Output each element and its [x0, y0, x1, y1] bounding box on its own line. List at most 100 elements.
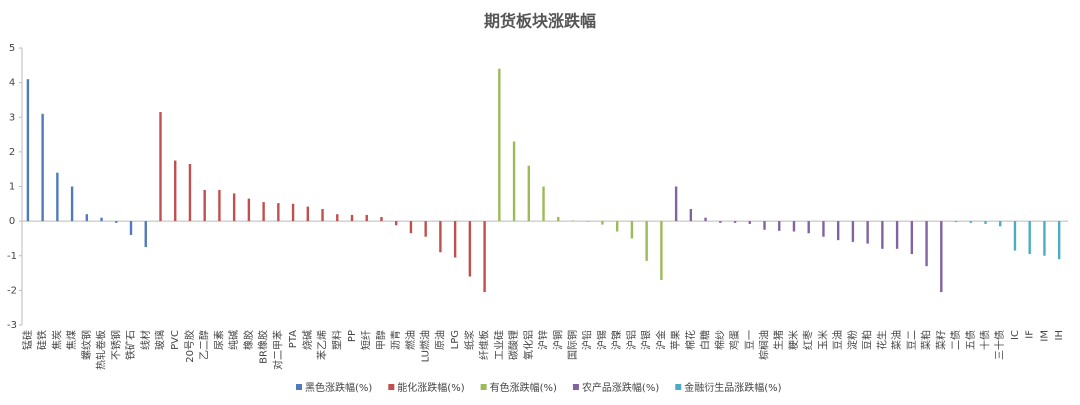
bar: [409, 221, 413, 234]
bar: [188, 163, 192, 222]
bar: [910, 221, 914, 255]
x-tick-label: 沥青: [389, 330, 402, 350]
x-tick-label: LU燃油: [419, 330, 432, 362]
bar: [807, 221, 810, 234]
bar: [601, 221, 604, 225]
bar: [395, 221, 398, 226]
bar: [940, 221, 943, 293]
chart-title: 期货板块涨跌幅: [484, 12, 596, 31]
bar: [895, 221, 899, 249]
x-tick-label: 棉花: [684, 330, 697, 350]
bar: [129, 221, 133, 235]
bar: [174, 160, 177, 222]
x-tick-label: 花生: [875, 330, 888, 350]
bar: [336, 214, 339, 222]
bar: [56, 172, 59, 222]
bar: [748, 221, 751, 224]
x-tick-label: 沪铝: [625, 330, 638, 350]
bar: [733, 221, 737, 223]
x-tick-label: PP: [347, 330, 358, 342]
bar: [954, 221, 958, 223]
x-tick-label: 甲醇: [374, 330, 387, 350]
x-tick-label: 对二甲苯: [271, 330, 284, 370]
x-tick-label: IF: [1025, 330, 1036, 339]
y-tick-label: 2: [9, 147, 15, 158]
bar: [424, 221, 427, 237]
x-tick-label: 工业硅: [492, 330, 505, 360]
x-tick-label: 纤维板: [478, 330, 491, 360]
legend-swatch: [388, 384, 395, 390]
x-tick-label: 原油: [433, 330, 446, 350]
bar: [218, 189, 221, 222]
bar: [85, 214, 89, 222]
x-tick-label: 烧碱: [301, 330, 314, 350]
bar: [645, 221, 648, 261]
x-tick-label: LPG: [450, 330, 461, 349]
bar: [999, 221, 1002, 227]
bar: [969, 221, 972, 223]
legend-label: 黑色涨跌幅(%): [305, 381, 372, 394]
bar: [277, 203, 280, 222]
bar: [822, 221, 825, 237]
bar: [615, 221, 619, 232]
x-tick-label: 氧化铝: [522, 330, 535, 360]
x-tick-label: 菜油: [890, 330, 903, 350]
bar: [100, 217, 103, 222]
x-tick-label: 沪锌: [537, 330, 550, 350]
legend-label: 农产品涨跌幅(%): [582, 381, 659, 394]
bar: [527, 165, 530, 222]
bar: [778, 221, 781, 231]
bar: [380, 216, 383, 222]
x-tick-label: 生猪: [772, 330, 785, 350]
bar: [674, 186, 678, 222]
bar: [203, 189, 206, 222]
x-tick-label: IH: [1054, 330, 1065, 340]
y-tick-label: -1: [7, 251, 17, 262]
x-tick-label: PVC: [170, 330, 181, 350]
y-tick-label: -3: [7, 320, 17, 331]
bar: [704, 217, 707, 222]
bar: [586, 221, 589, 222]
x-tick-label: 棉纱: [713, 330, 726, 350]
x-tick-label: 豆一: [744, 330, 756, 350]
x-tick-label: 苹果: [669, 330, 682, 350]
x-tick-label: 红枣: [802, 330, 815, 350]
bar: [763, 221, 766, 230]
bar: [306, 206, 310, 222]
bar: [866, 221, 869, 244]
x-tick-label: 菜粕: [920, 330, 933, 350]
bar: [41, 113, 44, 222]
bar: [144, 221, 147, 248]
x-tick-label: 纸浆: [463, 330, 476, 350]
x-tick-label: 不锈钢: [109, 330, 122, 360]
x-tick-label: 十债: [978, 330, 991, 350]
x-tick-label: 纯碱: [227, 330, 240, 350]
bar: [350, 214, 354, 222]
x-tick-label: 鸡蛋: [728, 330, 741, 350]
x-tick-label: 豆油: [831, 330, 844, 350]
bar: [453, 221, 457, 258]
bar: [571, 220, 575, 222]
bar: [689, 209, 693, 222]
x-tick-label: 玻璃: [153, 330, 166, 350]
bar: [660, 221, 663, 280]
y-tick-label: 3: [9, 112, 15, 123]
y-tick-label: 0: [9, 216, 15, 227]
x-tick-label: 沪铜: [551, 330, 564, 350]
x-tick-label: 豆二: [906, 330, 918, 350]
y-tick-label: 4: [9, 78, 15, 89]
bar: [1028, 221, 1031, 255]
x-tick-label: 碳酸锂: [507, 330, 520, 360]
bar: [321, 209, 324, 222]
x-tick-label: 螺纹钢: [80, 330, 93, 360]
x-tick-label: 二债: [949, 330, 962, 350]
bar: [483, 221, 486, 293]
x-tick-label: 五债: [964, 330, 977, 350]
x-tick-label: 沪镍: [610, 330, 623, 350]
x-tick-label: IM: [1039, 330, 1050, 342]
legend-swatch: [572, 384, 579, 390]
x-tick-label: 尿素: [212, 330, 225, 350]
x-tick-label: 锰硅: [21, 330, 34, 350]
x-tick-label: 20号胶: [183, 330, 196, 363]
